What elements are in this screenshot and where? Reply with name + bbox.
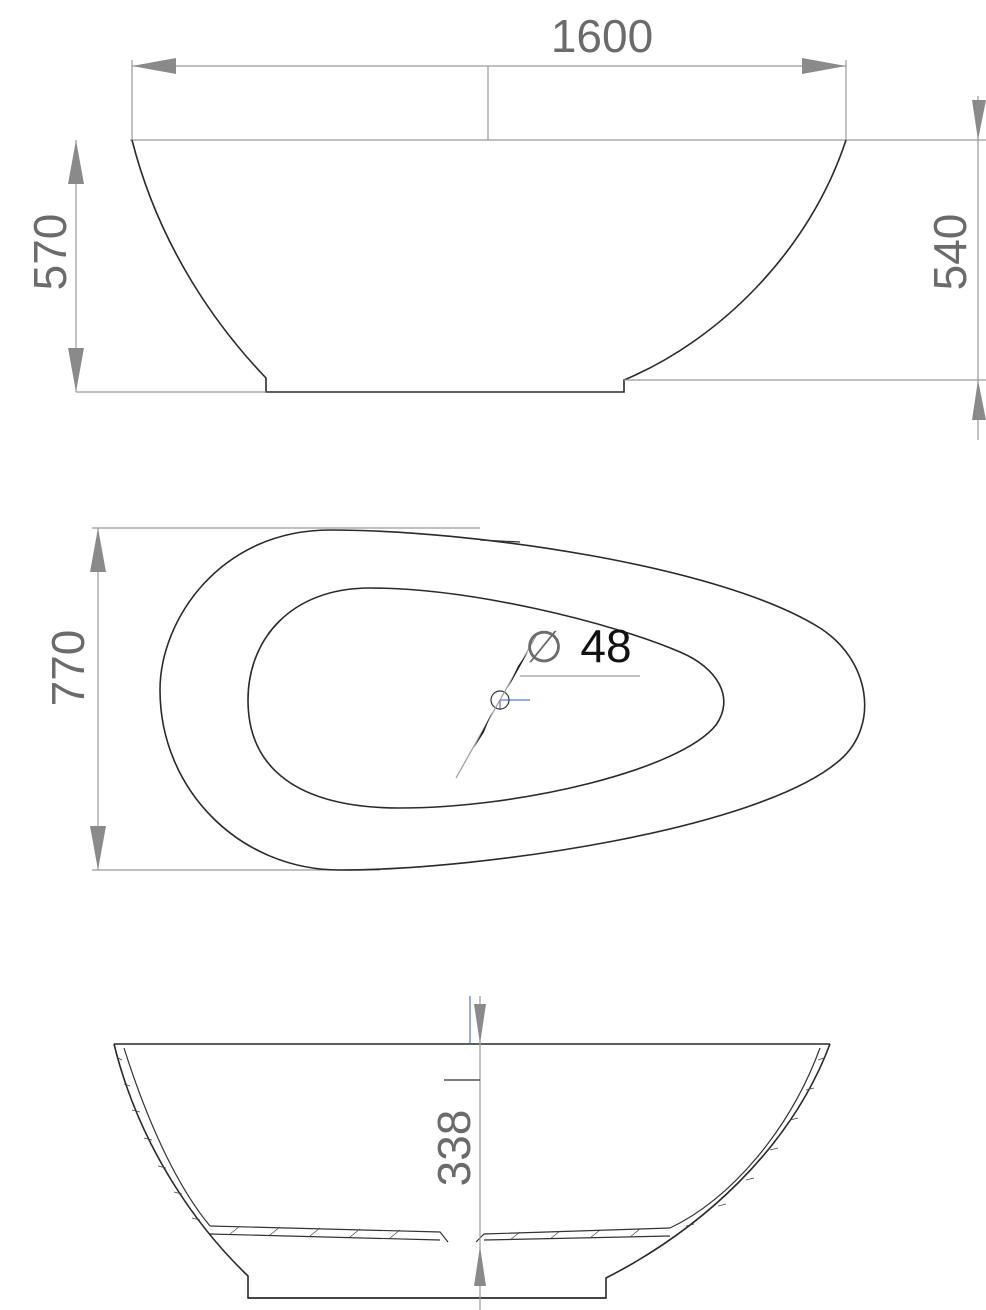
- arrow-down-icon: [474, 712, 492, 748]
- outer-rim-outline: [159, 529, 866, 871]
- arrow-up-icon: [474, 1246, 486, 1286]
- arrow-up-icon: [508, 652, 528, 688]
- section-outer-shell: [113, 1043, 831, 1299]
- outer-height-label: 570: [24, 214, 76, 291]
- overflow-slot: [479, 539, 521, 543]
- arrow-right-icon: [802, 58, 846, 74]
- inner-basin-outline: [247, 587, 725, 809]
- section-view: 338: [113, 996, 831, 1310]
- inner-height-label: 540: [924, 214, 976, 291]
- length-label: 1600: [551, 10, 653, 62]
- floor-hatching: [229, 1225, 641, 1241]
- arrow-down-icon: [90, 826, 106, 870]
- arrow-left-icon: [132, 58, 176, 74]
- wall-hatching: [117, 1057, 825, 1227]
- arrow-down-icon: [68, 348, 84, 392]
- section-floor-right-under: [483, 1235, 671, 1241]
- top-plan-view: 770 ∅ 48: [42, 527, 866, 871]
- side-tub-outline: [131, 139, 847, 393]
- arrow-up-icon: [68, 140, 84, 184]
- depth-label: 338: [428, 1110, 480, 1187]
- width-label: 770: [42, 630, 94, 707]
- section-inner-shell: [123, 1047, 211, 1227]
- arrow-up-icon: [90, 528, 106, 572]
- section-floor-left-under: [209, 1233, 441, 1241]
- diameter-symbol: ∅: [525, 623, 563, 672]
- section-inner-shell: [669, 1047, 821, 1229]
- arrow-down-icon: [474, 1004, 486, 1044]
- side-elevation-view: 1600 570 540: [24, 10, 986, 440]
- arrow-up-icon: [972, 380, 986, 420]
- drain-diameter-label: 48: [580, 620, 631, 672]
- section-floor-right: [475, 1227, 671, 1243]
- section-floor-left: [209, 1225, 449, 1243]
- arrow-down-icon: [972, 100, 986, 140]
